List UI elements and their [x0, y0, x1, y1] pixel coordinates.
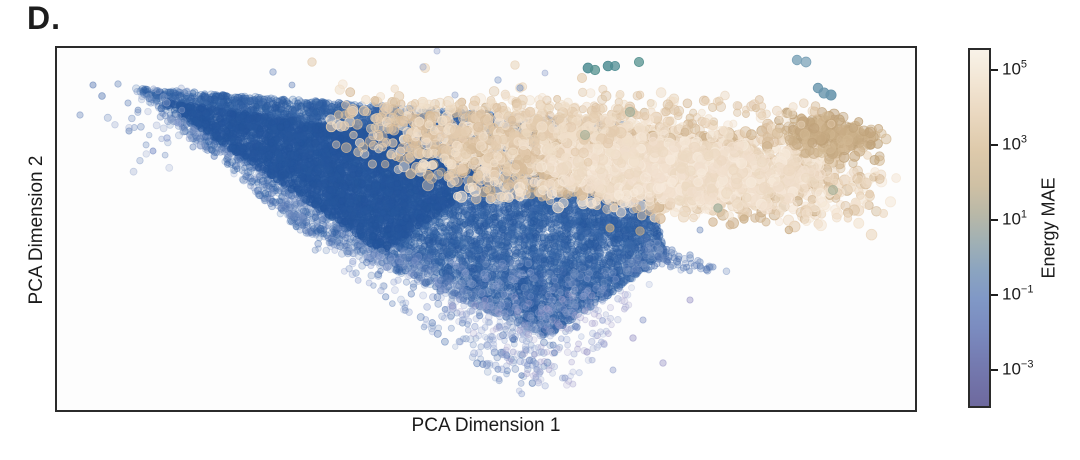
colorbar-tick-label: 105 — [1002, 58, 1028, 79]
colorbar-label: Energy MAE — [1038, 177, 1059, 279]
plot-frame — [55, 46, 917, 412]
scatter-canvas — [57, 48, 915, 410]
colorbar-tick-label: 101 — [1002, 208, 1028, 229]
colorbar-tick-mark — [991, 143, 998, 146]
colorbar: 105 103 101 10−1 10−3 — [968, 48, 1080, 408]
colorbar-tick-mark — [991, 219, 998, 222]
colorbar-gradient — [968, 48, 991, 408]
colorbar-tick-label: 10−3 — [1002, 358, 1034, 379]
colorbar-tick-mark — [991, 368, 998, 371]
colorbar-tick-mark — [991, 293, 998, 296]
colorbar-tick-label: 10−1 — [1002, 283, 1034, 304]
colorbar-tick-label: 103 — [1002, 133, 1028, 154]
x-axis-label: PCA Dimension 1 — [411, 415, 561, 436]
y-axis-label: PCA Dimension 2 — [26, 155, 47, 305]
panel-label: D. — [27, 0, 61, 36]
colorbar-tick-mark — [991, 68, 998, 71]
